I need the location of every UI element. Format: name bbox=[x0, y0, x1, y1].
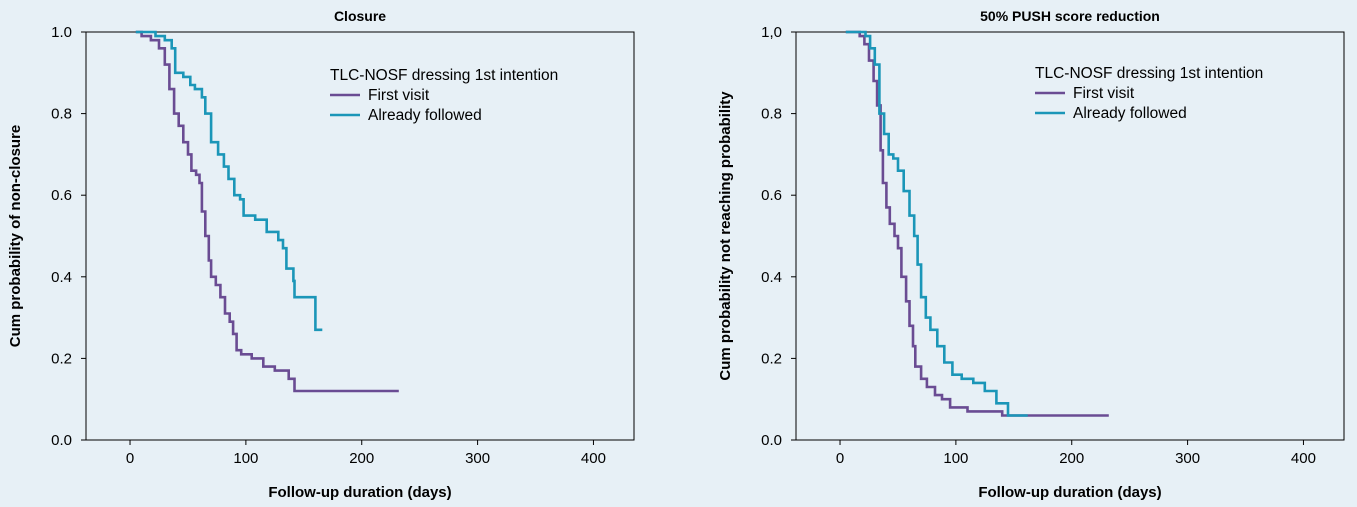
legend-title: TLC-NOSF dressing 1st intention bbox=[1035, 65, 1263, 82]
y-tick-label: 0.2 bbox=[51, 350, 72, 367]
x-axis-label: Follow-up duration (days) bbox=[268, 484, 451, 501]
y-tick-label: 0.2 bbox=[761, 350, 782, 367]
x-axis-label: Follow-up duration (days) bbox=[978, 484, 1161, 501]
chart-title: Closure bbox=[334, 8, 386, 24]
y-tick-label: 0.6 bbox=[51, 187, 72, 204]
plot-frame bbox=[85, 31, 635, 441]
chart-panel-1: Closure 0 100 200 300 400 0.0 0.2 0.4 0.6 0.8 1.0 Fo… bbox=[7, 8, 635, 501]
series-line-already-followed bbox=[135, 30, 323, 332]
legend-label: First visit bbox=[368, 87, 430, 104]
x-tick-label: 400 bbox=[581, 450, 606, 467]
legend-label: First visit bbox=[1073, 85, 1135, 102]
x-tick-label: 100 bbox=[943, 450, 968, 467]
legend-title: TLC-NOSF dressing 1st intention bbox=[330, 67, 558, 84]
x-tick-label: 100 bbox=[233, 450, 258, 467]
y-tick-label: 0.4 bbox=[51, 269, 72, 286]
series-line-first-visit bbox=[135, 30, 399, 393]
y-tick-label: 0.8 bbox=[761, 106, 782, 123]
series-line-already-followed bbox=[845, 30, 1028, 417]
plot-frame bbox=[795, 31, 1345, 441]
x-tick-label: 400 bbox=[1291, 450, 1316, 467]
y-axis-label: Cum probability not reaching probability bbox=[717, 91, 734, 381]
y-axis-label: Cum probability of non-closure bbox=[7, 125, 24, 348]
legend: TLC-NOSF dressing 1st intention First vis… bbox=[330, 67, 558, 124]
x-tick-label: 300 bbox=[1175, 450, 1200, 467]
x-tick-label: 0 bbox=[836, 450, 844, 467]
x-tick-label: 200 bbox=[1059, 450, 1084, 467]
legend-label: Already followed bbox=[368, 107, 482, 124]
y-tick-label: 1.0 bbox=[51, 24, 72, 41]
legend: TLC-NOSF dressing 1st intention First vis… bbox=[1035, 65, 1263, 122]
x-tick-label: 200 bbox=[349, 450, 374, 467]
y-tick-label: 0.0 bbox=[51, 432, 72, 449]
x-tick-label: 0 bbox=[126, 450, 134, 467]
series-line-first-visit bbox=[845, 30, 1109, 417]
legend-label: Already followed bbox=[1073, 105, 1187, 122]
x-tick-label: 300 bbox=[465, 450, 490, 467]
y-tick-label: 0.8 bbox=[51, 106, 72, 123]
y-tick-label: 0.4 bbox=[761, 269, 782, 286]
y-tick-label: 0.6 bbox=[761, 187, 782, 204]
y-tick-label: 1,0 bbox=[761, 24, 782, 41]
chart-title: 50% PUSH score reduction bbox=[980, 8, 1160, 24]
chart-panel-2: 50% PUSH score reduction 0 100 200 300 400 0.0… bbox=[717, 8, 1345, 501]
y-tick-label: 0.0 bbox=[761, 432, 782, 449]
